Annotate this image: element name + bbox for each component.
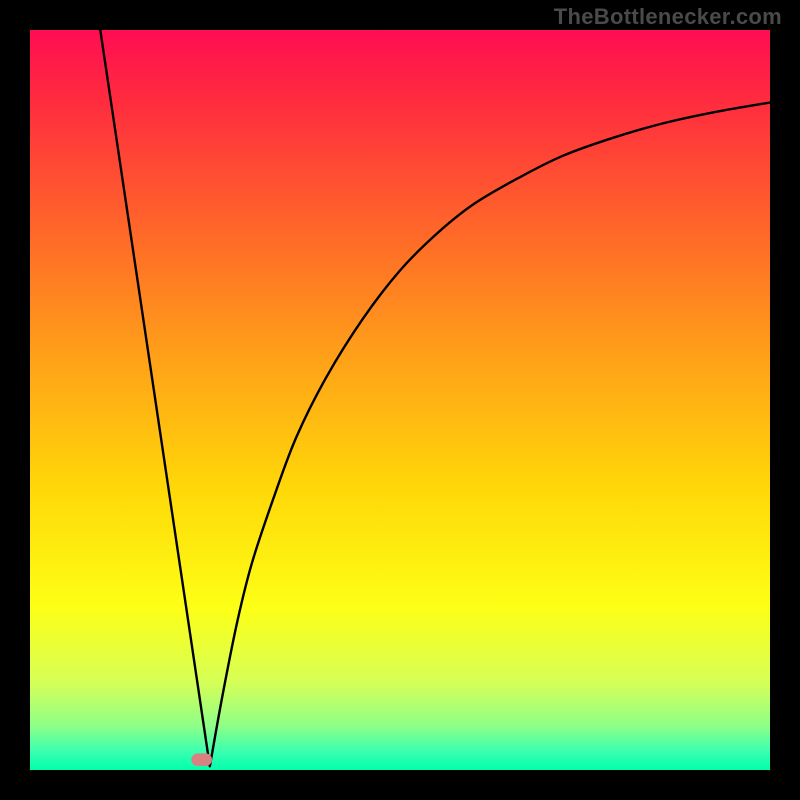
apex-marker	[191, 753, 212, 766]
gradient-background	[30, 30, 770, 770]
chart-svg	[30, 30, 770, 770]
chart-frame: TheBottlenecker.com	[0, 0, 800, 800]
attribution-text: TheBottlenecker.com	[554, 4, 782, 30]
plot-area	[30, 30, 770, 770]
